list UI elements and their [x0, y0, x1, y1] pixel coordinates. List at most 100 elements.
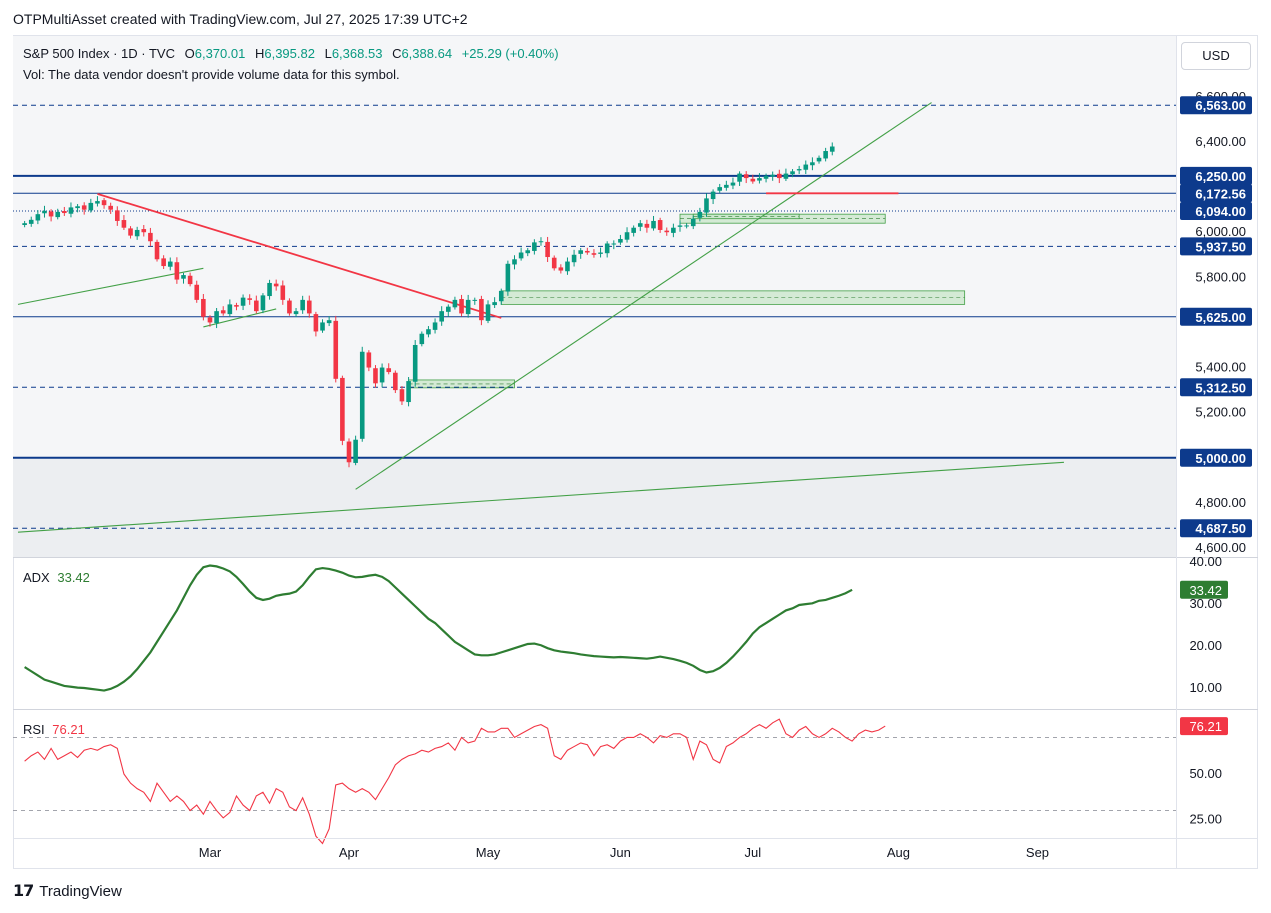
price-axis-tick: 4,800.00: [1195, 495, 1246, 510]
price-pane-lower-band: [13, 457, 1176, 557]
candle: [532, 239, 537, 255]
candle-body: [571, 254, 577, 263]
candle-body: [829, 146, 835, 152]
price-level-label-text: 5,000.00: [1195, 451, 1246, 466]
candle-body: [485, 304, 491, 321]
adx-axis-tick: 10.00: [1189, 680, 1222, 695]
candle: [724, 180, 729, 191]
adx-axis-tick: 30.00: [1189, 596, 1222, 611]
trend-line: [203, 308, 277, 328]
price-level-label-bg: [1180, 237, 1252, 256]
candle: [62, 206, 67, 216]
time-axis-tick: Mar: [199, 845, 222, 860]
candle: [68, 202, 74, 218]
candle: [710, 189, 716, 205]
symbol-label: S&P 500 Index · 1D · TVC: [23, 46, 175, 61]
candle-body: [201, 298, 206, 317]
candle-body: [227, 304, 233, 315]
candle-body: [240, 297, 246, 306]
candle-body: [267, 282, 272, 297]
adx-axis-tick: 20.00: [1189, 638, 1222, 653]
candle-body: [399, 389, 405, 402]
candle: [465, 294, 471, 318]
footer-logo[interactable]: 𝟭𝟳 TradingView: [13, 881, 122, 901]
candle: [618, 234, 623, 245]
price-level-label: 4,687.50: [1180, 519, 1252, 538]
candle-body: [710, 191, 716, 200]
candle: [664, 227, 670, 236]
volume-note: Vol: The data vendor doesn't provide vol…: [23, 67, 400, 82]
candle: [757, 173, 762, 184]
candle: [624, 227, 630, 243]
currency-button[interactable]: USD: [1181, 42, 1251, 70]
adx-value: 33.42: [57, 570, 90, 585]
candle: [201, 294, 206, 321]
adx-name: ADX: [23, 570, 50, 585]
candle-body: [505, 263, 511, 292]
candle-body: [154, 241, 160, 260]
time-axis-tick: Sep: [1026, 845, 1049, 860]
price-level-label-bg: [1180, 519, 1252, 538]
candle-body: [644, 223, 650, 228]
candle: [254, 295, 259, 314]
price-level-label-text: 6,172.56: [1195, 186, 1246, 201]
time-axis-tick: Jul: [745, 845, 762, 860]
candle-body: [359, 351, 365, 439]
candle: [174, 257, 180, 284]
candle-body: [823, 151, 828, 159]
candle: [293, 308, 299, 318]
candle-body: [115, 210, 120, 221]
price-level-label: 5,937.50: [1180, 237, 1252, 256]
candle: [737, 171, 742, 186]
close-value: 6,388.64: [401, 46, 453, 61]
candle-body: [498, 290, 504, 302]
candle: [611, 240, 617, 250]
candle: [207, 315, 213, 327]
candle: [399, 386, 405, 405]
price-level-label: 5,625.00: [1180, 307, 1252, 326]
candle-body: [273, 283, 279, 287]
candle: [194, 280, 200, 303]
candle: [220, 306, 226, 316]
candle: [426, 326, 431, 338]
candle-body: [432, 322, 438, 330]
candle-body: [55, 211, 61, 218]
candle: [287, 298, 292, 316]
candle: [591, 249, 597, 258]
rsi-legend: RSI 76.21: [23, 722, 85, 737]
price-level-label-bg: [1180, 307, 1252, 326]
candle-body: [412, 344, 418, 382]
candle-body: [300, 299, 305, 311]
candle-body: [757, 178, 762, 181]
candle: [796, 165, 802, 175]
time-axis-tick: Apr: [339, 845, 360, 860]
candle: [28, 216, 34, 227]
candle: [260, 293, 266, 314]
candle: [763, 173, 769, 183]
candle-body: [95, 201, 100, 204]
adx-last-label: 33.42: [1180, 580, 1228, 599]
candle-body: [187, 275, 193, 285]
candle: [677, 220, 683, 232]
rsi-last-label-text: 76.21: [1189, 719, 1222, 734]
tradingview-logo-icon: 𝟭𝟳: [13, 883, 34, 900]
candle: [585, 247, 590, 255]
candle: [326, 316, 332, 327]
price-level-label-bg: [1180, 166, 1252, 185]
price-level-label-text: 6,094.00: [1195, 204, 1246, 219]
candle-body: [28, 219, 34, 224]
candle: [525, 248, 531, 257]
trend-line: [17, 461, 1064, 533]
candle-body: [75, 206, 80, 209]
price-level-label-text: 5,625.00: [1195, 310, 1246, 325]
candle-body: [796, 169, 802, 171]
candle: [320, 319, 325, 333]
candle: [479, 295, 484, 326]
candle: [777, 169, 782, 184]
candle-body: [585, 250, 590, 253]
candle-body: [479, 298, 484, 321]
candle-body: [459, 298, 464, 314]
candle: [273, 279, 279, 291]
candle-body: [664, 230, 670, 233]
